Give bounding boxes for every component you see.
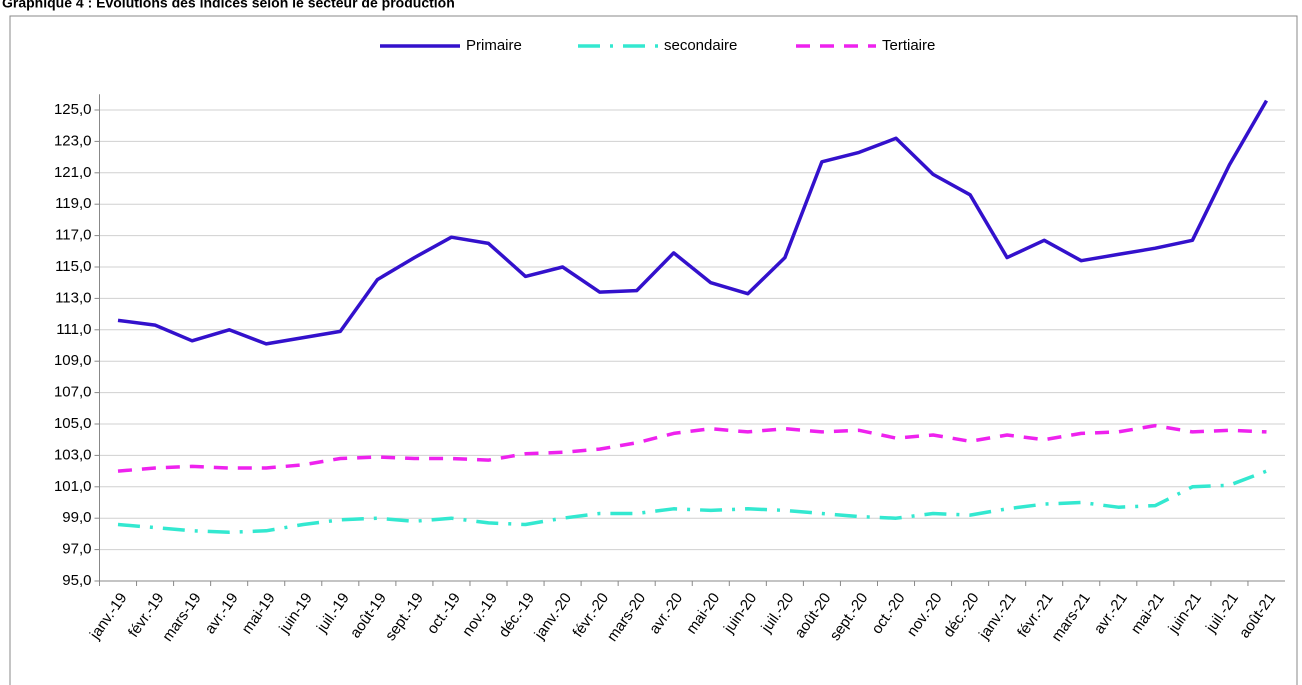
y-tick-label: 113,0 [55, 289, 91, 306]
x-tick-label: août-21 [1236, 590, 1279, 641]
x-tick-label: nov.-19 [459, 590, 501, 640]
x-tick-label: juin-21 [1165, 590, 1205, 637]
y-tick-label: 115,0 [55, 258, 91, 275]
x-tick-label: juil.-19 [313, 590, 353, 637]
x-tick-label: juil.-20 [758, 590, 798, 637]
x-tick-label: sept.-19 [382, 590, 427, 644]
y-tick-label: 125,0 [54, 101, 92, 118]
x-tick-label: mai-21 [1128, 590, 1168, 637]
legend-label: secondaire [664, 37, 737, 54]
y-tick-label: 123,0 [54, 132, 92, 149]
x-tick-label: mars-21 [1048, 590, 1093, 645]
y-tick-label: 103,0 [54, 446, 92, 463]
x-tick-label: janv.-20 [531, 590, 575, 643]
x-tick-label: mai-19 [239, 590, 279, 637]
chart-title: Graphique 4 : Evolutions des indices sel… [2, 0, 455, 11]
x-tick-label: janv.-19 [86, 590, 130, 643]
x-tick-label: mars-19 [159, 590, 204, 645]
legend-label: Tertiaire [882, 37, 935, 54]
x-tick-label: avr.-19 [201, 590, 241, 637]
y-tick-label: 101,0 [54, 478, 92, 495]
x-tick-label: nov.-20 [904, 590, 946, 640]
series-line [117, 469, 1268, 535]
series-line [117, 423, 1267, 473]
y-tick-label: 99,0 [62, 509, 91, 526]
x-tick-label: sept.-20 [826, 590, 871, 644]
x-tick-label: avr.-20 [646, 590, 686, 637]
y-tick-label: 109,0 [54, 352, 92, 369]
x-tick-label: juin-20 [720, 590, 760, 637]
x-tick-label: avr.-21 [1091, 590, 1131, 637]
y-tick-label: 97,0 [62, 541, 91, 558]
x-tick-label: janv.-21 [975, 590, 1019, 643]
series-line [117, 99, 1269, 346]
x-tick-label: juin-19 [275, 590, 315, 637]
y-tick-label: 117,0 [55, 227, 91, 244]
y-tick-label: 107,0 [54, 384, 92, 401]
chart-frame [9, 15, 1298, 685]
legend-label: Primaire [466, 37, 522, 54]
x-tick-label: juil.-21 [1202, 590, 1242, 637]
y-tick-label: 105,0 [54, 415, 92, 432]
x-tick-label: mai-20 [683, 590, 723, 637]
y-tick-label: 119,0 [55, 195, 91, 212]
y-tick-label: 95,0 [62, 572, 91, 589]
x-tick-label: mars-20 [604, 590, 649, 645]
y-tick-label: 111,0 [56, 321, 91, 338]
y-tick-label: 121,0 [54, 164, 92, 181]
